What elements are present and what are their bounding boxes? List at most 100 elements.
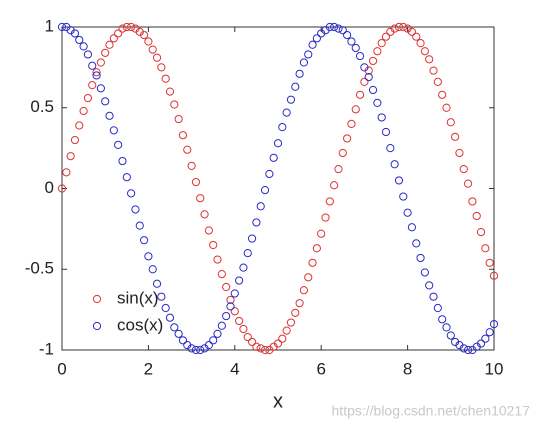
marker (148, 265, 157, 274)
marker (308, 40, 317, 49)
marker (394, 176, 404, 185)
marker (381, 127, 391, 137)
marker (243, 332, 252, 342)
marker (226, 295, 235, 305)
marker (79, 42, 88, 51)
marker (256, 202, 265, 211)
marker (62, 168, 71, 177)
marker (377, 39, 386, 48)
marker (476, 228, 486, 237)
marker (239, 263, 248, 272)
marker (148, 45, 157, 54)
marker (174, 329, 183, 338)
x-axis-label: x (273, 390, 283, 412)
marker (355, 90, 365, 99)
marker (360, 63, 369, 72)
marker (485, 328, 494, 337)
marker (381, 32, 391, 41)
marker (273, 339, 283, 348)
legend-marker (92, 294, 102, 304)
marker (412, 239, 421, 248)
marker (157, 63, 166, 72)
marker (481, 244, 490, 253)
marker (463, 345, 473, 355)
marker (386, 144, 395, 153)
marker (390, 160, 399, 169)
marker (325, 22, 334, 32)
marker (463, 179, 473, 188)
legend-marker (92, 321, 102, 331)
marker (299, 58, 309, 67)
marker (79, 106, 88, 116)
marker (330, 22, 339, 32)
marker (407, 223, 417, 232)
marker (165, 313, 175, 322)
marker (325, 197, 334, 206)
marker (438, 90, 447, 99)
marker (209, 240, 218, 250)
x-tick-label: 10 (485, 359, 504, 378)
marker (88, 61, 97, 70)
marker (101, 97, 110, 106)
marker (204, 226, 213, 235)
marker (351, 105, 360, 114)
marker (399, 22, 408, 32)
x-tick-label: 0 (57, 359, 66, 378)
marker (459, 344, 468, 353)
marker (451, 132, 460, 141)
marker (295, 69, 304, 78)
marker (183, 145, 192, 154)
y-tick-label: -1 (39, 339, 54, 358)
marker (291, 308, 300, 317)
marker (368, 85, 378, 95)
marker (187, 344, 196, 353)
marker (174, 114, 183, 124)
marker (472, 211, 481, 221)
marker (83, 93, 93, 103)
marker (235, 316, 244, 326)
marker (390, 24, 399, 33)
x-tick-label: 6 (316, 359, 325, 378)
marker (213, 329, 222, 338)
marker (420, 47, 429, 56)
marker (343, 30, 352, 40)
marker (114, 140, 123, 149)
marker (260, 186, 270, 195)
marker (273, 139, 283, 148)
marker (57, 22, 67, 32)
marker (222, 311, 231, 321)
y-tick-label: 0 (45, 178, 54, 197)
marker (70, 29, 80, 38)
marker (178, 336, 188, 345)
marker (196, 194, 205, 203)
marker (243, 249, 252, 258)
x-tick-label: 4 (230, 359, 239, 378)
marker (269, 153, 278, 162)
marker (265, 169, 274, 179)
marker (247, 234, 257, 243)
marker (247, 337, 257, 347)
legend-label: sin(x) (117, 288, 159, 307)
x-tick-label: 8 (403, 359, 412, 378)
marker (217, 269, 226, 279)
marker (416, 39, 425, 48)
marker (161, 303, 170, 313)
marker (57, 184, 67, 193)
marker (92, 68, 101, 77)
marker (282, 326, 291, 335)
marker (118, 156, 127, 166)
marker (416, 253, 425, 263)
marker (187, 161, 196, 170)
marker (204, 341, 213, 350)
marker (75, 35, 84, 45)
marker (373, 47, 382, 56)
marker (425, 55, 434, 64)
marker (70, 135, 80, 145)
marker (351, 43, 360, 53)
marker (222, 282, 231, 292)
marker (122, 22, 131, 32)
marker (226, 302, 235, 311)
marker (429, 292, 438, 301)
marker (360, 77, 369, 87)
